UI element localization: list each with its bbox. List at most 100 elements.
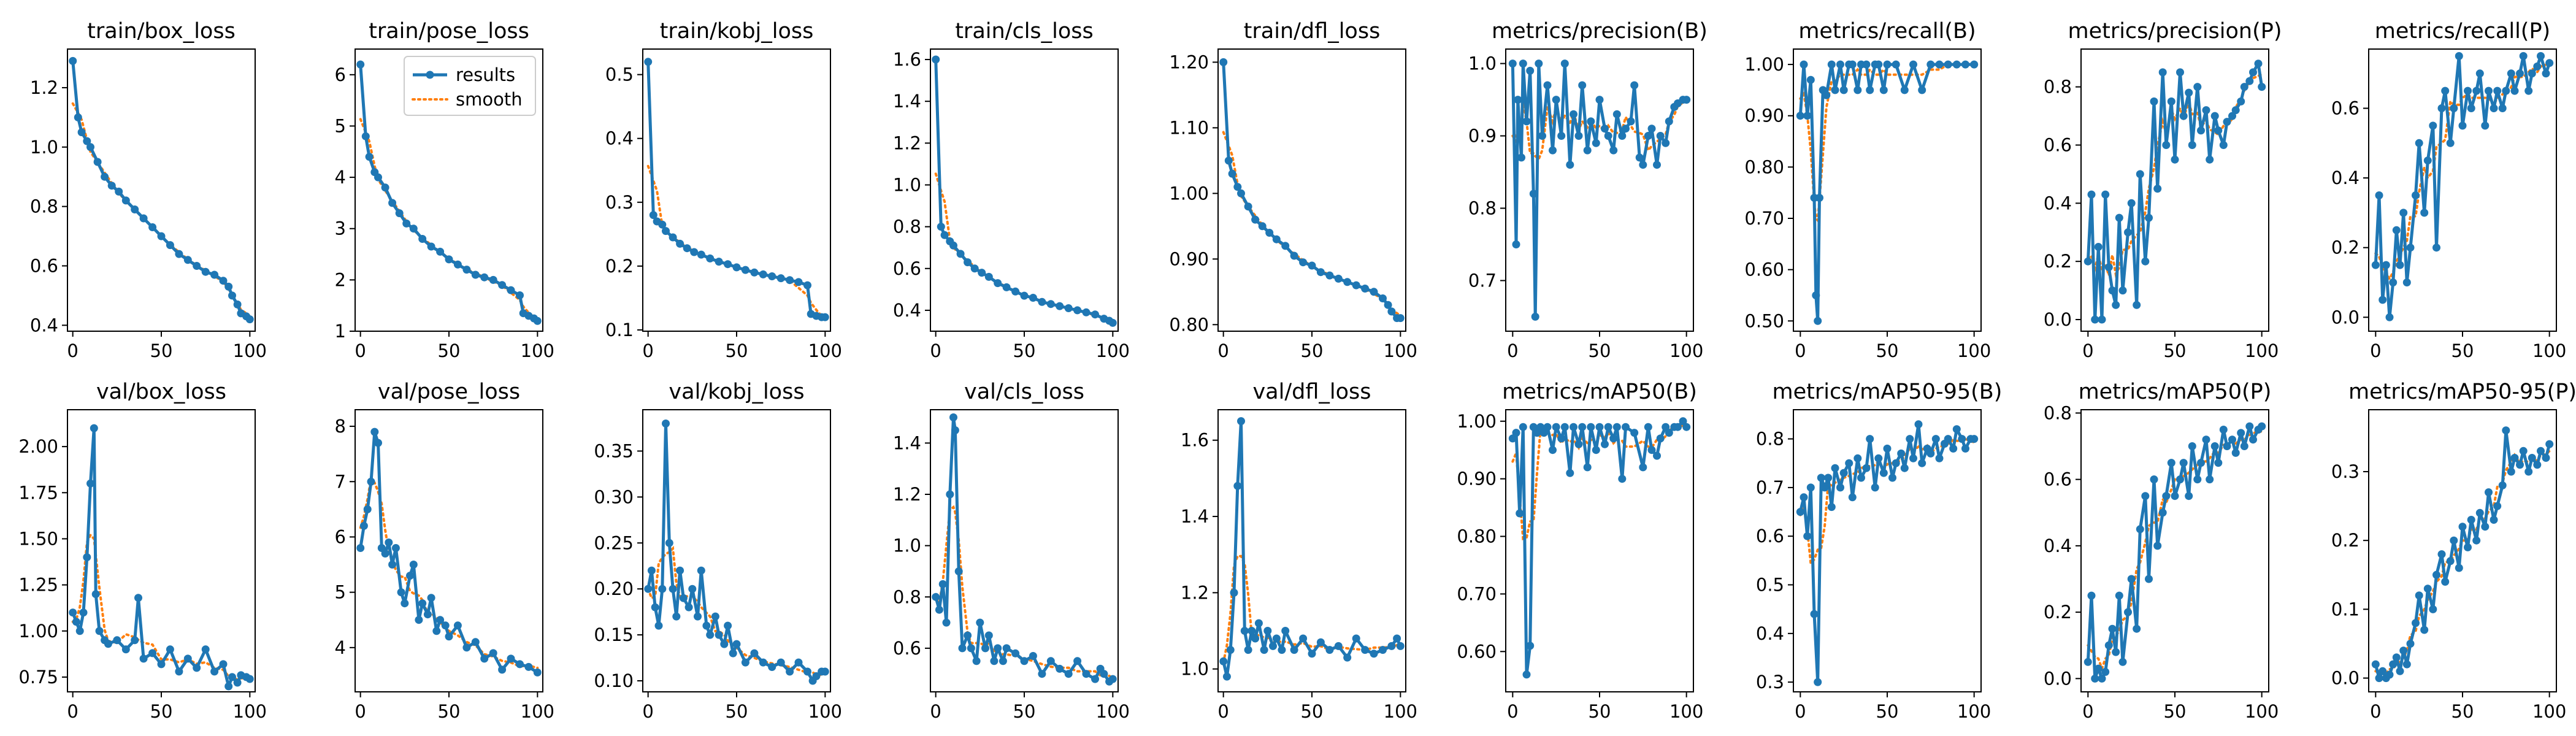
results-point	[1325, 646, 1334, 654]
results-point	[2498, 104, 2507, 112]
results-point	[1370, 288, 1378, 296]
results-point	[1064, 304, 1073, 312]
results-point	[1046, 657, 1055, 665]
y-tick-label: 0.7	[1468, 270, 1497, 291]
results-point	[1244, 202, 1252, 211]
y-tick-label: 0.80	[1457, 526, 1497, 547]
results-point	[750, 268, 759, 277]
results-point	[1258, 222, 1267, 231]
results-point	[694, 612, 702, 621]
results-point	[1831, 86, 1839, 94]
results-point	[1529, 423, 1538, 431]
results-point	[2210, 112, 2219, 120]
results-point	[1240, 627, 1249, 635]
results-point	[2510, 454, 2519, 462]
results-point	[1601, 440, 1609, 448]
x-tick-label: 50	[1876, 340, 1899, 361]
results-point	[2133, 301, 2141, 309]
results-point	[436, 616, 445, 624]
results-point	[1543, 423, 1552, 431]
x-tick-label: 50	[1589, 340, 1611, 361]
results-point	[1810, 610, 1819, 618]
results-series-line	[1222, 62, 1401, 320]
subplot-title: metrics/mAP50(B)	[1502, 380, 1697, 404]
results-point	[706, 254, 715, 263]
results-point	[2214, 459, 2223, 467]
results-point	[2162, 141, 2171, 149]
results-point	[990, 657, 999, 665]
results-point	[2432, 570, 2440, 579]
results-point	[2141, 492, 2150, 500]
results-point	[2375, 191, 2383, 199]
results-point	[166, 241, 174, 250]
results-point	[1046, 300, 1055, 309]
y-tick-label: 0.8	[30, 196, 58, 217]
results-point	[1918, 86, 1926, 94]
y-tick-label: 4	[335, 167, 346, 188]
results-point	[1064, 670, 1073, 678]
results-point	[1845, 459, 1853, 467]
y-tick-label: 0.70	[1457, 583, 1497, 604]
x-tick-label: 0	[1795, 340, 1806, 361]
results-point	[1514, 96, 1522, 104]
results-point	[935, 605, 943, 614]
subplot-title: val/dfl_loss	[1252, 380, 1371, 404]
subplot: train/cls_loss 0 50 100 0.4 0.6 0.8 1.0 1.2 1.4 1.…	[893, 19, 1130, 361]
results-point	[2420, 626, 2429, 634]
results-point	[224, 682, 233, 691]
results-point	[654, 621, 663, 630]
results-point	[2185, 88, 2193, 97]
results-point	[1630, 81, 1639, 90]
results-point	[729, 649, 737, 657]
x-tick-label: 100	[233, 340, 267, 361]
x-tick-label: 100	[1096, 340, 1130, 361]
results-series-line	[1222, 420, 1402, 678]
results-point	[1108, 318, 1117, 327]
results-point	[2098, 674, 2106, 683]
x-tick-label: 100	[2245, 340, 2279, 361]
y-tick-label: 1.6	[893, 49, 921, 70]
results-point	[665, 539, 673, 547]
x-tick-label: 100	[521, 701, 554, 722]
y-tick-label: 0.4	[30, 315, 58, 335]
results-point	[1601, 125, 1609, 133]
results-point	[2542, 454, 2550, 462]
results-point	[1539, 429, 1548, 437]
results-point	[2124, 228, 2132, 237]
results-point	[1879, 469, 1888, 477]
results-point	[1073, 657, 1082, 665]
results-point	[1248, 627, 1256, 635]
results-point	[2389, 278, 2398, 286]
x-tick-label: 50	[150, 701, 173, 722]
results-point	[2094, 664, 2103, 673]
results-point	[1803, 112, 1812, 120]
results-point	[1883, 60, 1892, 69]
results-point	[1906, 435, 1914, 443]
results-point	[658, 220, 667, 229]
results-point	[1583, 463, 1592, 472]
results-point	[1308, 261, 1316, 270]
results-point	[91, 590, 100, 599]
results-point	[409, 561, 418, 569]
results-point	[994, 279, 1002, 288]
results-point	[2371, 261, 2380, 269]
x-tick-label: 0	[2370, 340, 2381, 361]
results-point	[683, 244, 691, 253]
results-point	[228, 673, 236, 681]
legend-results-label: results	[456, 64, 515, 85]
results-point	[1228, 169, 1236, 178]
results-point	[131, 636, 139, 645]
results-point	[679, 594, 688, 602]
y-tick-label: 1.50	[18, 528, 58, 549]
y-tick-label: 1.0	[1468, 53, 1497, 74]
subplot: metrics/precision(P) 0 50 100 0.0 0.2 0.4 0.6 0.…	[2044, 19, 2282, 361]
smooth-series-line	[2087, 73, 2263, 278]
results-point	[1522, 670, 1531, 679]
results-point	[388, 199, 397, 207]
results-point	[794, 658, 803, 667]
results-point	[1892, 459, 1900, 467]
results-point	[418, 235, 427, 243]
results-point	[148, 649, 157, 657]
results-point	[937, 223, 945, 231]
results-point	[385, 539, 393, 546]
